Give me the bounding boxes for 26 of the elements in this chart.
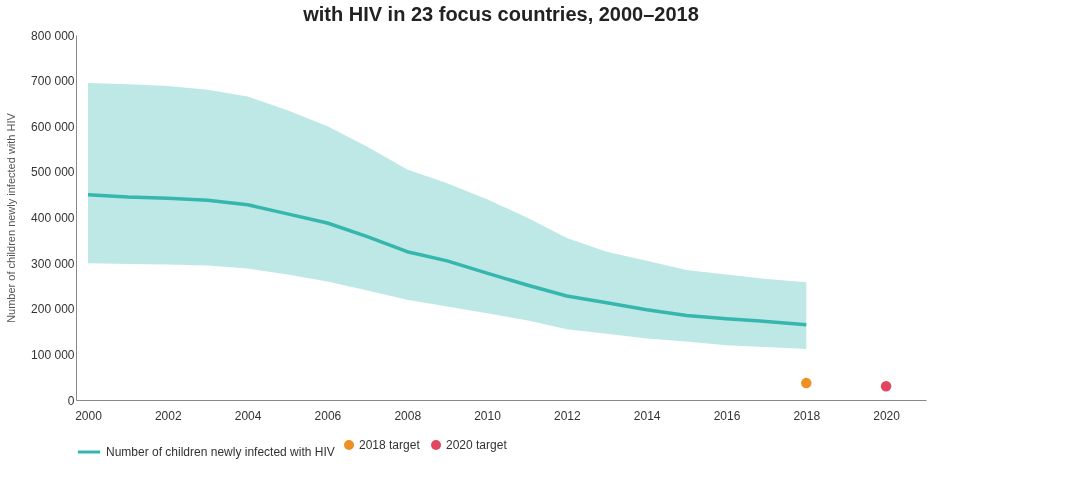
x-tick-label: 2016 [713, 408, 741, 423]
x-tick-label: 2000 [75, 408, 103, 423]
y-tick-label: 300 000 [31, 256, 75, 271]
legend-label: 2018 target [359, 438, 421, 452]
x-tick-label: 2008 [394, 408, 422, 423]
y-tick-label: 400 000 [31, 211, 75, 225]
line-series [86, 192, 809, 327]
x-tick-label: 2004 [234, 408, 262, 423]
y-tick-label: 100 000 [31, 347, 75, 362]
y-axis-title: Number of children newly infected with HIV [5, 112, 18, 323]
y-tick-label: 700 000 [31, 74, 75, 89]
y-tick-label: 200 000 [31, 302, 75, 317]
legend-label: Number of children newly infected with HIV [106, 445, 335, 459]
y-tick-label: 500 000 [31, 165, 75, 180]
x-tick-label: 2012 [553, 408, 582, 423]
y-tick-label: 800 000 [31, 28, 75, 43]
x-tick-label: 2020 [873, 408, 901, 423]
legend-label: 2020 target [446, 438, 508, 452]
x-tick-label: 2006 [314, 408, 342, 423]
x-tick-label: 2018 [793, 408, 821, 423]
x-tick-label: 2002 [154, 408, 182, 423]
y-tick-label: 600 000 [31, 119, 75, 134]
chart-title: with HIV in 23 focus countries, 2000–2018 [302, 3, 699, 25]
x-tick-label: 2014 [633, 408, 661, 423]
y-tick-label: 0 [67, 393, 75, 408]
x-tick-label: 2010 [474, 408, 502, 423]
